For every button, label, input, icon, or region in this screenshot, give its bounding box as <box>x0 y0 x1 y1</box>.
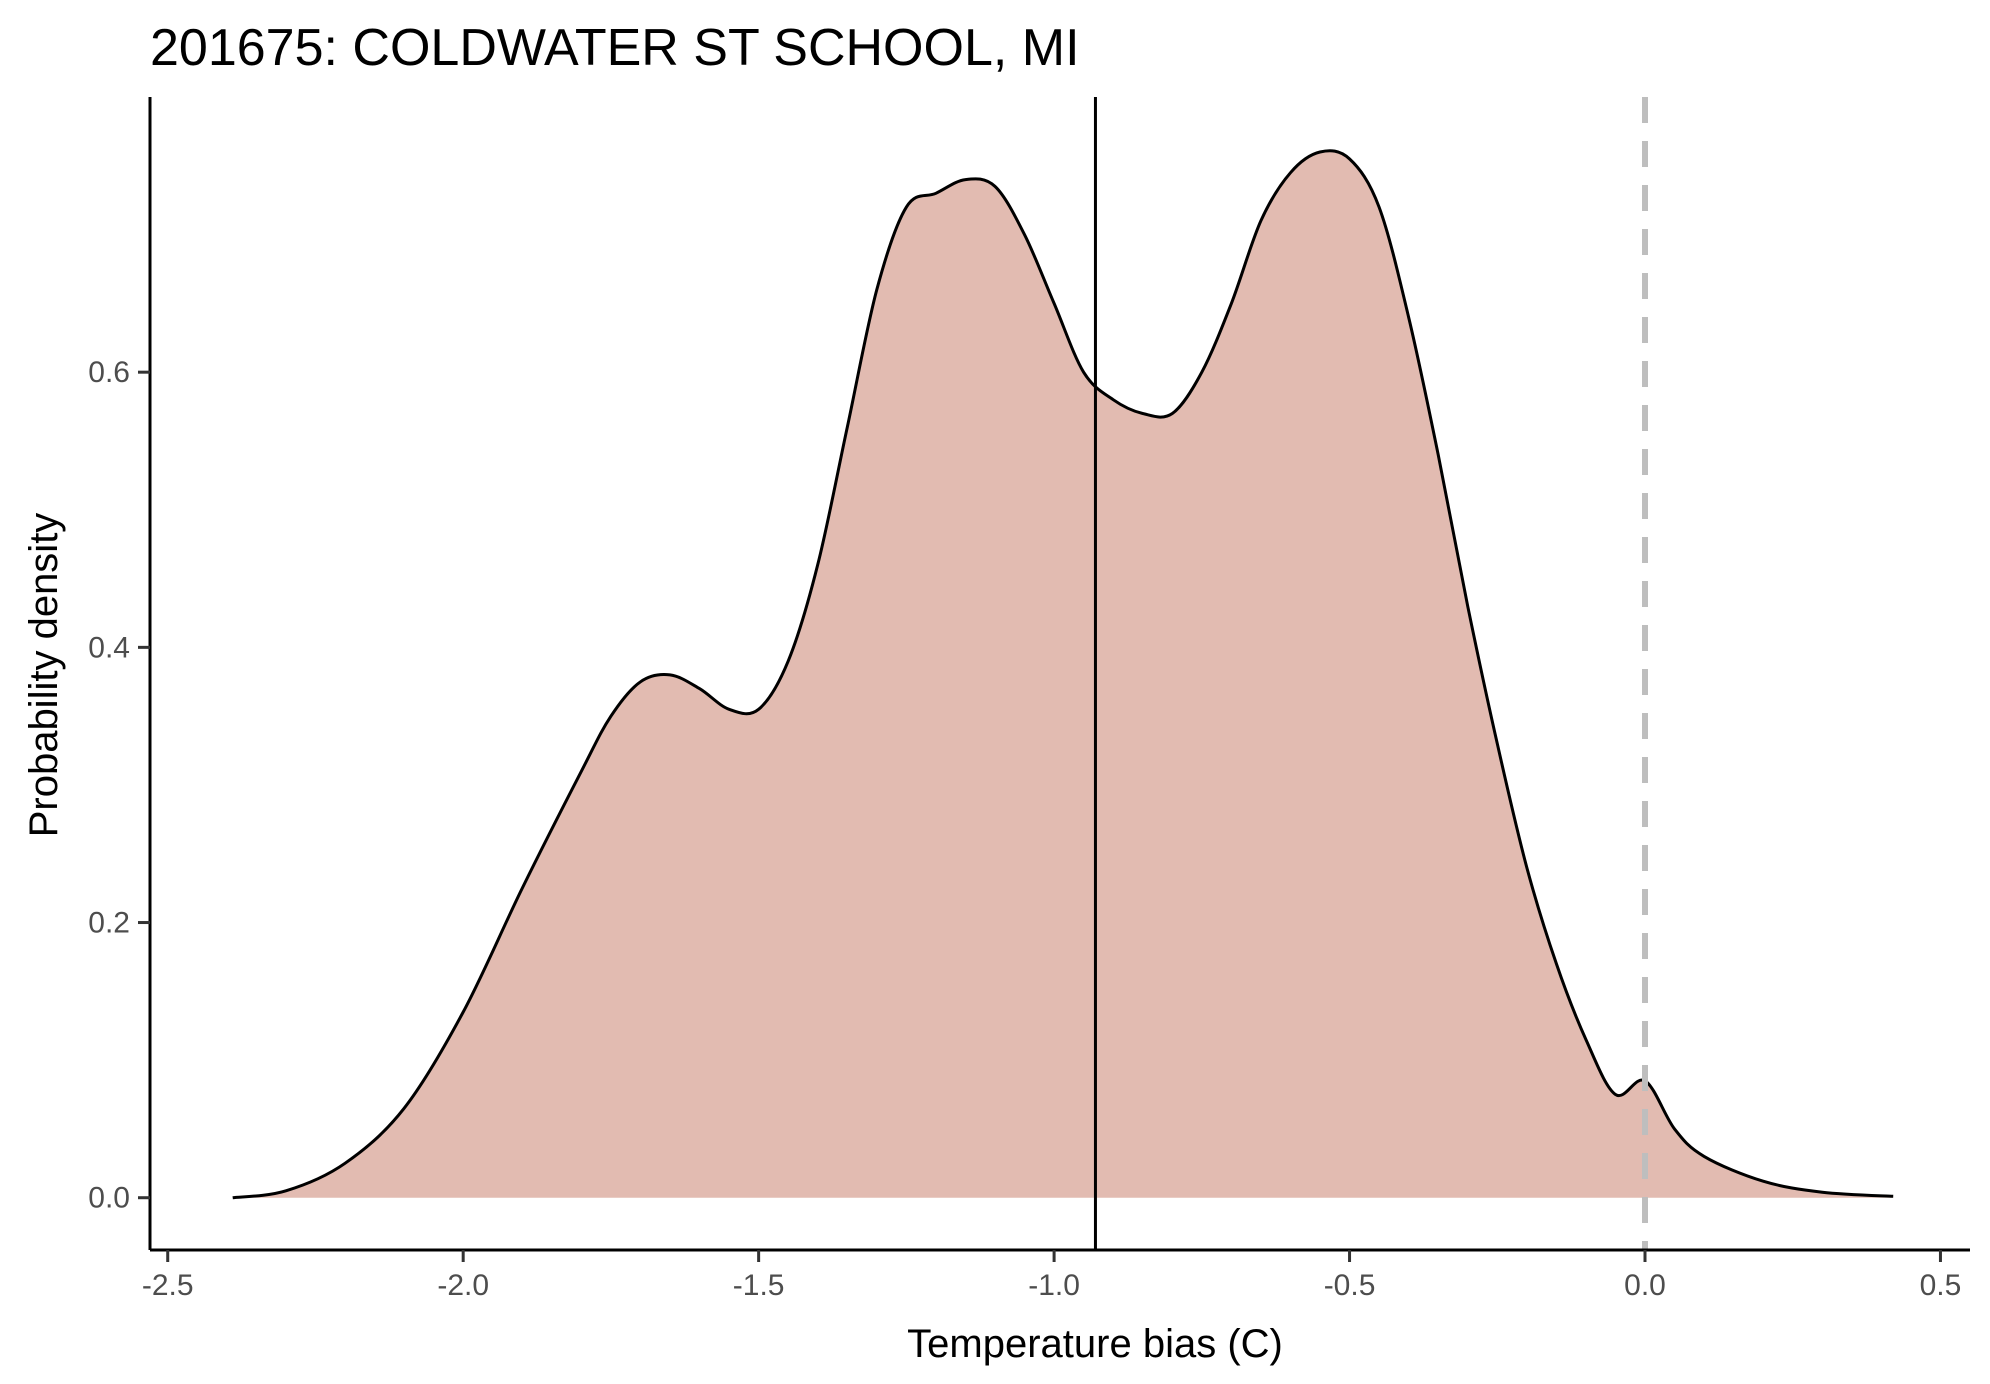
plot-area <box>232 97 1894 1250</box>
x-axis-ticks: -2.5 -2.0 -1.5 -1.0 -0.5 0.0 0.5 <box>142 1250 1961 1302</box>
y-tick-label: 0.0 <box>88 1182 130 1215</box>
x-axis-title: Temperature bias (C) <box>907 1322 1283 1366</box>
x-tick-label: 0.5 <box>1920 1269 1962 1302</box>
x-tick-label: -2.0 <box>437 1269 489 1302</box>
axes <box>148 97 1970 1252</box>
y-axis-ticks: 0.0 0.2 0.4 0.6 <box>88 356 150 1215</box>
y-tick-label: 0.4 <box>88 631 130 664</box>
y-axis-title: Probability density <box>22 513 66 838</box>
x-tick-label: 0.0 <box>1624 1269 1666 1302</box>
x-tick-label: -0.5 <box>1324 1269 1376 1302</box>
y-tick-label: 0.2 <box>88 907 130 940</box>
density-curve <box>232 149 1894 1200</box>
chart-title: 201675: COLDWATER ST SCHOOL, MI <box>150 19 1080 77</box>
density-area <box>232 150 1894 1198</box>
x-tick-label: -1.0 <box>1028 1269 1080 1302</box>
x-tick-label: -2.5 <box>142 1269 194 1302</box>
x-tick-label: -1.5 <box>733 1269 785 1302</box>
y-tick-label: 0.6 <box>88 356 130 389</box>
